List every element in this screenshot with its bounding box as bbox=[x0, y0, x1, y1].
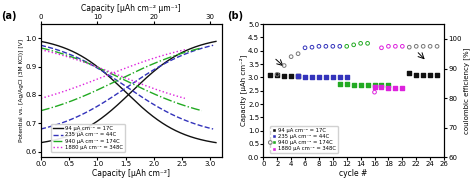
Point bbox=[412, 45, 420, 48]
Point bbox=[378, 46, 385, 49]
Point bbox=[336, 76, 344, 79]
Point bbox=[336, 83, 344, 86]
Point bbox=[378, 84, 385, 87]
Y-axis label: coulombic efficiency [%]: coulombic efficiency [%] bbox=[463, 48, 470, 134]
Point bbox=[364, 83, 371, 86]
X-axis label: Capacity [μAh cm⁻² μm⁻¹]: Capacity [μAh cm⁻² μm⁻¹] bbox=[82, 4, 181, 13]
Point bbox=[433, 45, 441, 48]
Text: (a): (a) bbox=[1, 11, 17, 21]
Point bbox=[329, 45, 337, 48]
Y-axis label: Potential vs. [Ag/AgCl (3M KCl)] [V]: Potential vs. [Ag/AgCl (3M KCl)] [V] bbox=[19, 39, 24, 142]
Point bbox=[405, 46, 413, 49]
X-axis label: Capacity [μAh cm⁻²]: Capacity [μAh cm⁻²] bbox=[92, 169, 170, 178]
Point bbox=[399, 45, 406, 48]
Text: (b): (b) bbox=[227, 11, 243, 21]
Point bbox=[350, 43, 357, 46]
Point bbox=[301, 76, 309, 79]
Point bbox=[357, 83, 365, 86]
Point bbox=[384, 87, 392, 90]
Point bbox=[371, 86, 378, 89]
Point bbox=[322, 45, 330, 48]
Point bbox=[308, 46, 316, 49]
Point bbox=[350, 83, 357, 86]
Point bbox=[419, 73, 427, 76]
Point bbox=[426, 73, 434, 76]
X-axis label: cycle #: cycle # bbox=[339, 169, 368, 178]
Point bbox=[405, 72, 413, 75]
Point bbox=[294, 52, 302, 55]
Point bbox=[343, 83, 350, 86]
Point bbox=[384, 84, 392, 87]
Legend: 94 μA cm⁻² = 17C, 235 μA cm⁻² = 44C, 940 μA cm⁻² = 174C, 1880 μA cm⁻² = 348C: 94 μA cm⁻² = 17C, 235 μA cm⁻² = 44C, 940… bbox=[51, 124, 125, 152]
Point bbox=[343, 76, 350, 79]
Point bbox=[322, 76, 330, 79]
Point bbox=[336, 45, 344, 48]
Point bbox=[273, 73, 281, 76]
Point bbox=[384, 45, 392, 48]
Point bbox=[343, 45, 350, 48]
Point bbox=[301, 46, 309, 49]
Point bbox=[294, 75, 302, 78]
Point bbox=[329, 76, 337, 79]
Point bbox=[266, 73, 274, 76]
Point bbox=[433, 73, 441, 76]
Point bbox=[399, 87, 406, 90]
Point bbox=[287, 75, 295, 78]
Point bbox=[315, 45, 323, 48]
Point bbox=[392, 87, 399, 90]
Point bbox=[426, 45, 434, 48]
Point bbox=[294, 75, 302, 78]
Point bbox=[357, 42, 365, 45]
Legend: 94 μA cm⁻² = 17C, 235 μA cm⁻² = 44C, 940 μA cm⁻² = 174C, 1880 μA cm⁻² = 348C: 94 μA cm⁻² = 17C, 235 μA cm⁻² = 44C, 940… bbox=[270, 126, 337, 153]
Point bbox=[371, 91, 378, 94]
Point bbox=[308, 76, 316, 79]
Point bbox=[392, 45, 399, 48]
Point bbox=[412, 73, 420, 76]
Point bbox=[281, 64, 288, 67]
Point bbox=[266, 141, 274, 144]
Point bbox=[273, 73, 281, 76]
Point bbox=[287, 55, 295, 58]
Y-axis label: Capacity [μAh cm⁻²]: Capacity [μAh cm⁻²] bbox=[239, 55, 246, 126]
Point bbox=[371, 83, 378, 86]
Point bbox=[378, 86, 385, 89]
Point bbox=[281, 75, 288, 78]
Point bbox=[315, 76, 323, 79]
Point bbox=[364, 42, 371, 45]
Point bbox=[419, 45, 427, 48]
